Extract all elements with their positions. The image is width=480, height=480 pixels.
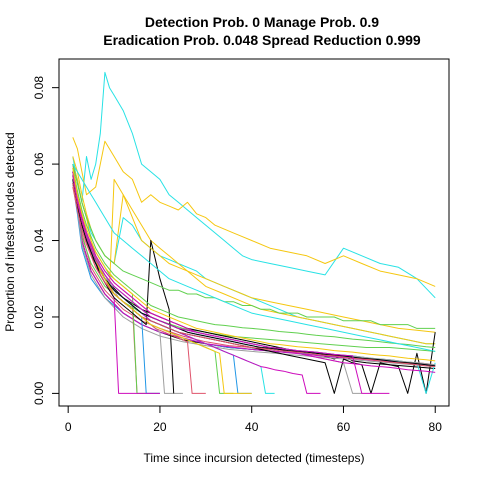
- series-line-38: [72, 175, 390, 394]
- y-tick-label: 0.04: [32, 229, 46, 253]
- series-line-7: [72, 137, 436, 287]
- x-tick-label: 40: [245, 420, 259, 434]
- x-axis: 0 20 40 60 80: [65, 405, 443, 434]
- x-axis-label: Time since incursion detected (timesteps…: [144, 451, 365, 465]
- y-tick-label: 0.08: [32, 76, 46, 100]
- x-tick-label: 80: [429, 420, 443, 434]
- x-tick-label: 0: [65, 420, 72, 434]
- y-tick-label: 0.06: [32, 152, 46, 176]
- y-axis: 0.00 0.02 0.04 0.06 0.08: [32, 76, 60, 405]
- series-line-12: [72, 171, 160, 394]
- series-line-35: [72, 163, 436, 329]
- series-line-4: [72, 183, 436, 366]
- x-tick-label: 20: [153, 420, 167, 434]
- series-group: [72, 71, 436, 394]
- series-line-13: [72, 163, 436, 345]
- series-line-36: [72, 163, 436, 352]
- series-line-34: [72, 183, 436, 368]
- y-tick-label: 0.00: [32, 381, 46, 405]
- series-line-31: [72, 167, 436, 362]
- chart-title-line1: Detection Prob. 0 Manage Prob. 0.9: [145, 14, 379, 30]
- y-tick-label: 0.02: [32, 305, 46, 329]
- series-line-14: [72, 171, 160, 394]
- series-line-37: [72, 175, 252, 394]
- series-line-5: [72, 71, 436, 299]
- plot-frame: [58, 58, 450, 407]
- series-line-15: [72, 163, 436, 345]
- series-line-27: [72, 167, 436, 348]
- x-tick-label: 60: [337, 420, 351, 434]
- chart-title-line2: Eradication Prob. 0.048 Spread Reduction…: [103, 32, 421, 48]
- series-line-3: [72, 171, 436, 352]
- series-line-11: [72, 171, 160, 394]
- series-line-24: [72, 171, 362, 394]
- y-axis-label: Proportion of infested nodes detected: [3, 132, 17, 331]
- series-line-33: [72, 179, 436, 367]
- series-line-8: [72, 179, 436, 368]
